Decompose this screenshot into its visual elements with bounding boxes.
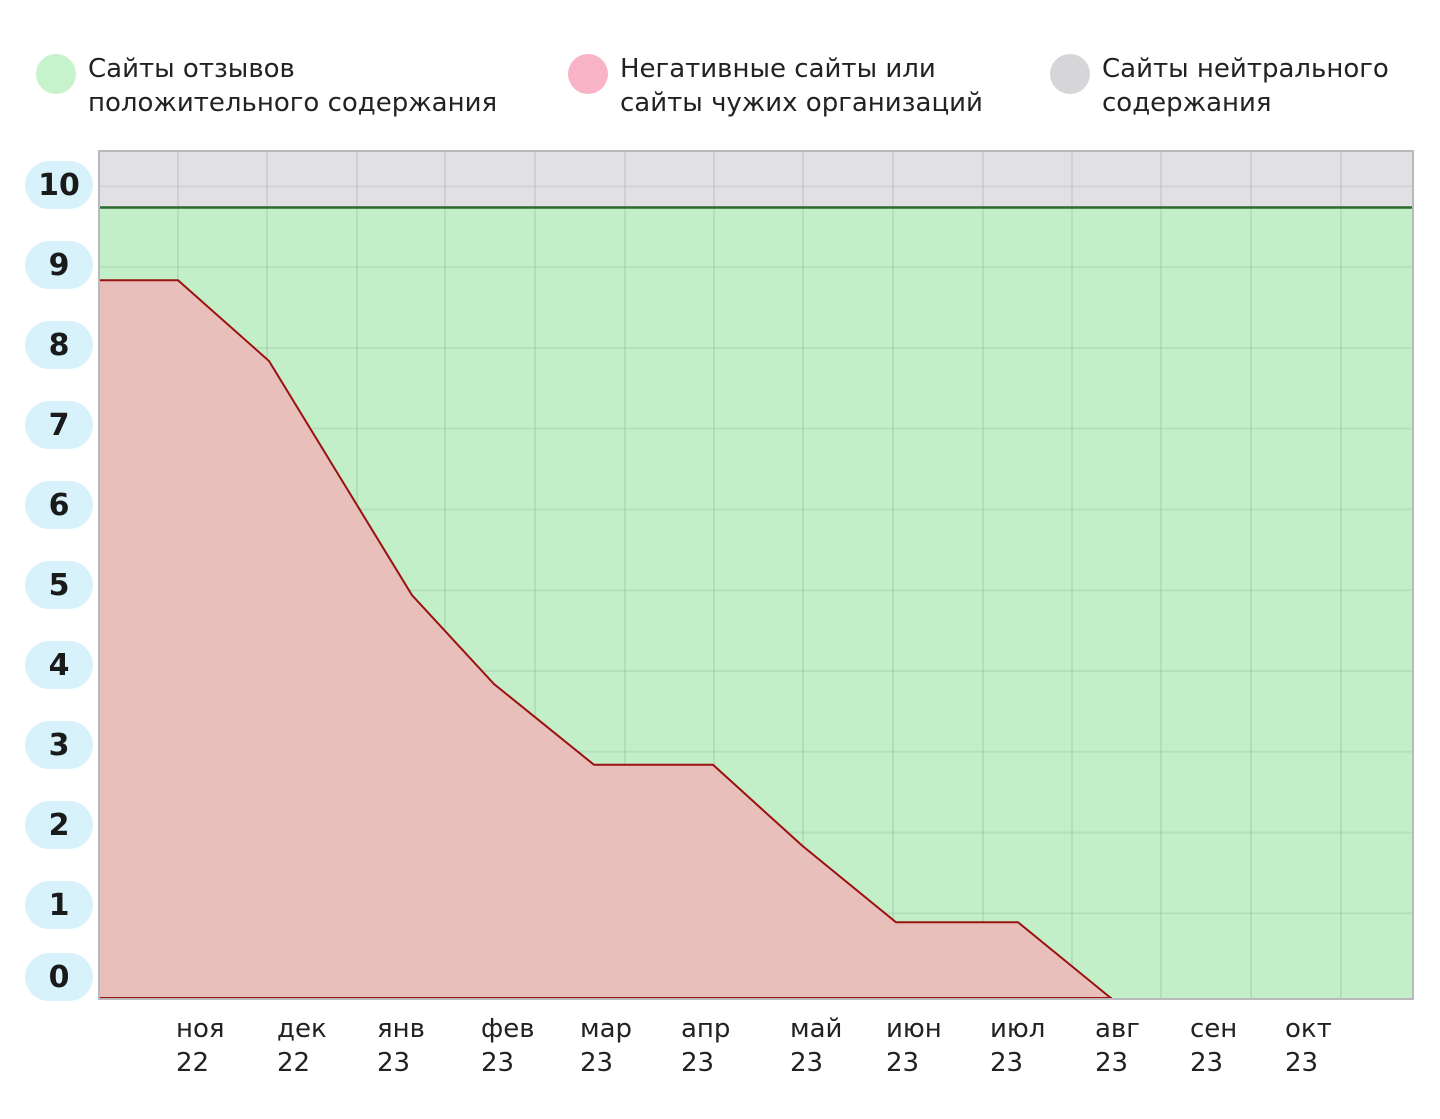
y-tick-label: 5 bbox=[25, 561, 93, 609]
y-tick-label: 4 bbox=[25, 641, 93, 689]
x-tick-label: сен 23 bbox=[1190, 1014, 1238, 1078]
legend-swatch-neutral bbox=[1050, 54, 1090, 94]
y-tick-label: 6 bbox=[25, 481, 93, 529]
x-tick-label: янв 23 bbox=[377, 1014, 425, 1078]
x-tick-label: фев 23 bbox=[481, 1014, 535, 1078]
legend-label-neutral: Сайты нейтрального содержания bbox=[1102, 54, 1389, 118]
x-tick-label: июл 23 bbox=[990, 1014, 1046, 1078]
legend-label-positive: Сайты отзывов положительного содержания bbox=[88, 54, 498, 118]
y-tick-label: 7 bbox=[25, 401, 93, 449]
y-tick-label: 0 bbox=[25, 953, 93, 1001]
x-tick-label: авг 23 bbox=[1095, 1014, 1140, 1078]
y-tick-label: 8 bbox=[25, 321, 93, 369]
y-tick-label: 2 bbox=[25, 801, 93, 849]
y-tick-label: 10 bbox=[25, 161, 93, 209]
legend-swatch-positive bbox=[36, 54, 76, 94]
chart-legend: Сайты отзывов положительного содержания … bbox=[0, 0, 1440, 140]
legend-item-neutral: Сайты нейтрального содержания bbox=[1050, 52, 1389, 120]
y-tick-label: 9 bbox=[25, 241, 93, 289]
area-negative bbox=[99, 280, 1413, 999]
legend-item-positive: Сайты отзывов положительного содержания bbox=[36, 52, 497, 120]
x-tick-label: ноя 22 bbox=[176, 1014, 225, 1078]
series-line-negative bbox=[99, 279, 1113, 1000]
legend-swatch-negative bbox=[568, 54, 608, 94]
y-tick-label: 1 bbox=[25, 881, 93, 929]
x-tick-label: окт 23 bbox=[1285, 1014, 1332, 1078]
x-tick-label: май 23 bbox=[790, 1014, 843, 1078]
legend-label-negative: Негативные сайты или сайты чужих организ… bbox=[620, 54, 983, 118]
x-tick-label: мар 23 bbox=[580, 1014, 633, 1078]
x-tick-label: дек 22 bbox=[277, 1014, 327, 1078]
x-tick-label: апр 23 bbox=[681, 1014, 731, 1078]
legend-item-negative: Негативные сайты или сайты чужих организ… bbox=[568, 52, 983, 120]
y-tick-label: 3 bbox=[25, 721, 93, 769]
plot-frame bbox=[98, 150, 1414, 1000]
x-tick-label: июн 23 bbox=[886, 1014, 942, 1078]
